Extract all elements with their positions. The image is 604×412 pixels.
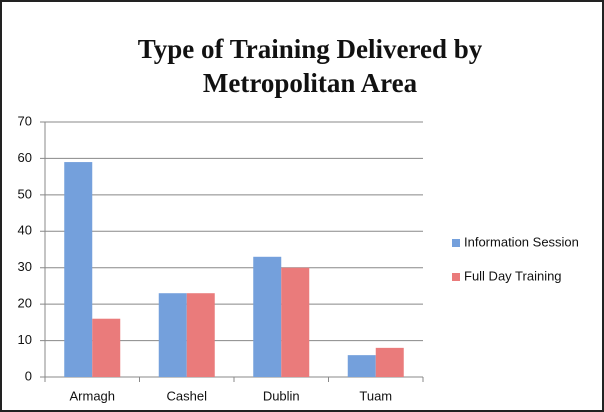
legend-label: Full Day Training <box>464 268 562 283</box>
y-tick-label: 20 <box>18 296 32 311</box>
bar <box>375 347 404 377</box>
x-tick-label: Tuam <box>359 388 392 403</box>
x-tick-label: Dublin <box>263 388 300 403</box>
bar <box>253 256 282 377</box>
y-tick-label: 30 <box>18 259 32 274</box>
legend-swatch <box>452 273 460 281</box>
y-tick-label: 60 <box>18 150 32 165</box>
y-tick-label: 0 <box>25 368 32 383</box>
bar <box>92 318 121 377</box>
bar <box>64 162 93 377</box>
x-tick-label: Cashel <box>167 388 208 403</box>
y-tick-label: 10 <box>18 332 32 347</box>
bar <box>281 267 310 377</box>
chart-title: Type of Training Delivered by Metropolit… <box>137 34 483 98</box>
bar <box>158 293 187 377</box>
y-tick-label: 70 <box>18 113 32 128</box>
bar <box>186 293 215 377</box>
bar <box>347 355 376 377</box>
y-tick-label: 50 <box>18 186 32 201</box>
y-tick-label: 40 <box>18 223 32 238</box>
legend-swatch <box>452 239 460 247</box>
legend-label: Information Session <box>464 234 579 249</box>
x-tick-label: Armagh <box>69 388 115 403</box>
